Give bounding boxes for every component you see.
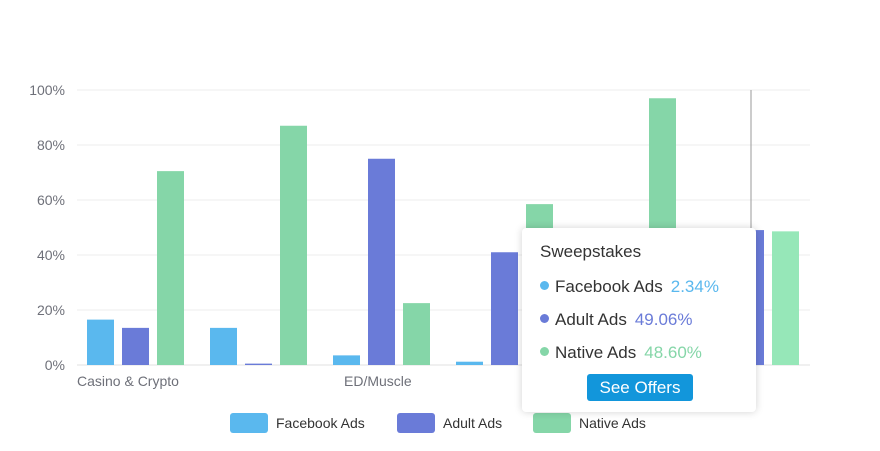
tooltip-row-native-ads: Native Ads 48.60% bbox=[540, 336, 738, 369]
tooltip-series-value: 48.60% bbox=[644, 343, 702, 362]
bar-adult-ads[interactable] bbox=[491, 252, 518, 365]
bar-facebook-ads[interactable] bbox=[87, 319, 114, 365]
legend-swatch-icon bbox=[533, 413, 571, 433]
y-tick-label: 100% bbox=[29, 82, 65, 98]
bar-adult-ads[interactable] bbox=[122, 327, 149, 365]
legend-label: Adult Ads bbox=[443, 415, 502, 431]
tooltip-series-name: Facebook Ads bbox=[555, 277, 663, 296]
bar-facebook-ads[interactable] bbox=[333, 355, 360, 365]
bar-facebook-ads[interactable] bbox=[210, 327, 237, 365]
y-tick-label: 0% bbox=[45, 357, 65, 373]
bar-native-ads[interactable] bbox=[280, 125, 307, 365]
tooltip-series-name: Adult Ads bbox=[555, 310, 627, 329]
chart-tooltip: Sweepstakes Facebook Ads 2.34% Adult Ads 4… bbox=[522, 228, 756, 412]
bar-adult-ads[interactable] bbox=[368, 158, 395, 365]
y-tick-label: 80% bbox=[37, 137, 65, 153]
tooltip-row-facebook-ads: Facebook Ads 2.34% bbox=[540, 270, 738, 303]
legend-item-adult-ads[interactable]: Adult Ads bbox=[397, 413, 502, 433]
y-tick-label: 40% bbox=[37, 247, 65, 263]
bar-adult-ads[interactable] bbox=[245, 363, 272, 365]
legend-item-facebook-ads[interactable]: Facebook Ads bbox=[230, 413, 365, 433]
y-tick-label: 20% bbox=[37, 302, 65, 318]
legend[interactable]: Facebook Ads Adult Ads Native Ads bbox=[230, 413, 646, 433]
legend-item-native-ads[interactable]: Native Ads bbox=[533, 413, 646, 433]
legend-label: Facebook Ads bbox=[276, 415, 365, 431]
facebook-ads-dot-icon bbox=[540, 281, 549, 291]
x-category-label: Casino & Crypto bbox=[77, 373, 179, 389]
bar-native-ads[interactable] bbox=[157, 171, 184, 365]
native-ads-dot-icon bbox=[540, 347, 549, 357]
legend-swatch-icon bbox=[230, 413, 268, 433]
bar-native-ads[interactable] bbox=[403, 303, 430, 365]
x-category-label: ED/Muscle bbox=[344, 373, 412, 389]
tooltip-row-adult-ads: Adult Ads 49.06% bbox=[540, 303, 738, 336]
see-offers-button[interactable]: See Offers bbox=[587, 374, 693, 401]
tooltip-series-value: 49.06% bbox=[634, 310, 693, 329]
x-axis: Casino & Crypto ED/Muscle bbox=[77, 373, 412, 389]
tooltip-series-value: 2.34% bbox=[670, 277, 719, 296]
y-tick-label: 60% bbox=[37, 192, 65, 208]
tooltip-title: Sweepstakes bbox=[540, 242, 642, 261]
bar-native-ads[interactable] bbox=[772, 231, 799, 365]
legend-label: Native Ads bbox=[579, 415, 646, 431]
y-axis: 0% 20% 40% 60% 80% 100% bbox=[29, 82, 65, 373]
legend-swatch-icon bbox=[397, 413, 435, 433]
bar-facebook-ads[interactable] bbox=[456, 361, 483, 365]
adult-ads-dot-icon bbox=[540, 314, 549, 324]
tooltip-series-name: Native Ads bbox=[555, 343, 637, 362]
